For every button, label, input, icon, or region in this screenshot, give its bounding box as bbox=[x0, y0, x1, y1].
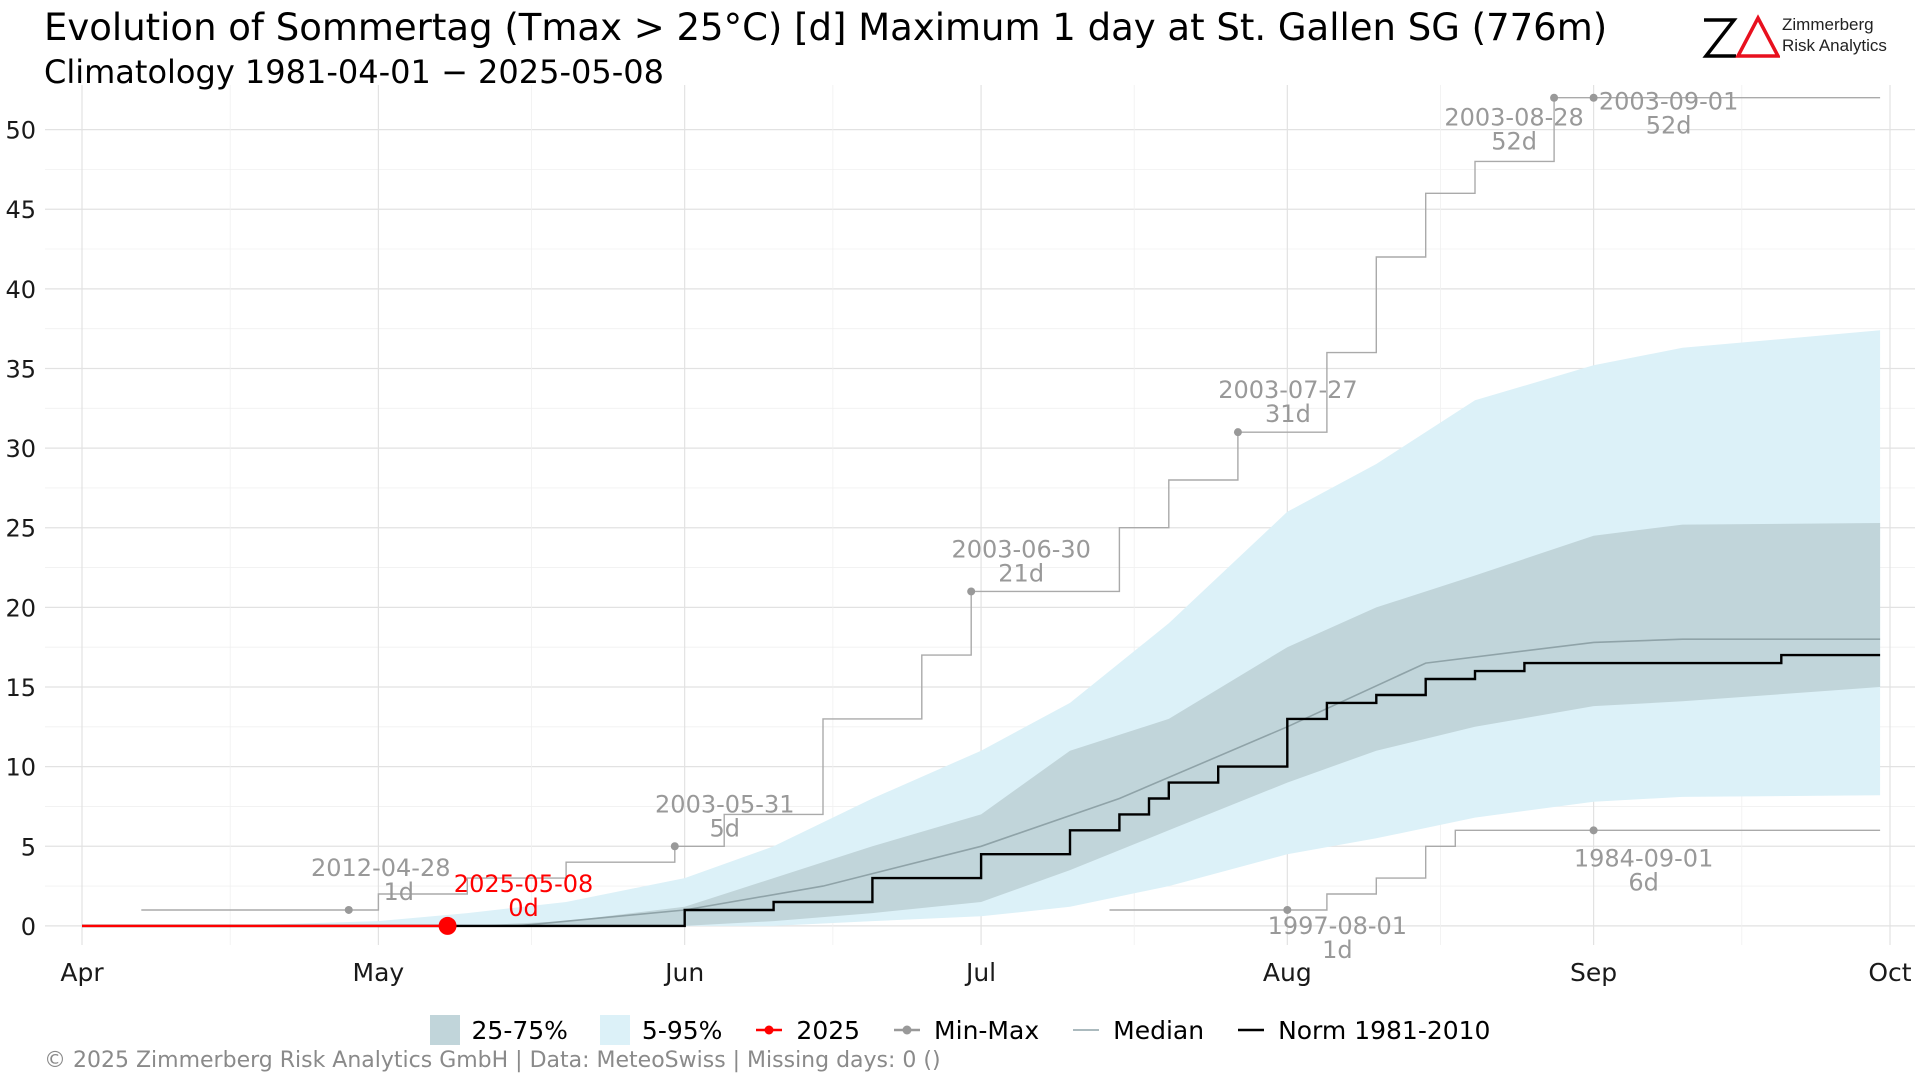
legend-swatch-icon bbox=[756, 1025, 783, 1035]
legend-swatch-icon bbox=[429, 1015, 460, 1045]
y-tick-label: 0 bbox=[21, 913, 36, 941]
x-tick-label: Jul bbox=[964, 958, 996, 987]
lines bbox=[82, 97, 1881, 928]
norm-series-line bbox=[82, 653, 1881, 928]
current-date-label: 2025-05-08 bbox=[454, 870, 593, 898]
y-tick-label: 40 bbox=[5, 276, 36, 304]
record-value-label: 31d bbox=[1265, 400, 1311, 428]
legend-swatch-icon bbox=[894, 1025, 921, 1035]
y-tick-label: 50 bbox=[5, 117, 36, 145]
legend-swatch-icon bbox=[599, 1015, 630, 1045]
logo-line-2: Risk Analytics bbox=[1782, 36, 1887, 55]
x-tick-label: May bbox=[353, 958, 405, 987]
y-tick-label: 10 bbox=[5, 754, 36, 782]
record-point bbox=[670, 842, 679, 851]
max-series-line bbox=[141, 97, 1881, 911]
axes: 0 5 10 15 20 25 30 35 40 45 50 Apr May Jun Jul Aug Sep Oc… bbox=[5, 117, 1911, 987]
record-point bbox=[1283, 905, 1292, 914]
current-value-label: 0d bbox=[508, 894, 539, 922]
record-point bbox=[1550, 93, 1559, 102]
legend-item: Min-Max bbox=[892, 1016, 1039, 1045]
band-25-75 bbox=[467, 523, 1881, 926]
legend-label: Median bbox=[1113, 1015, 1205, 1045]
y-tick-label: 20 bbox=[5, 594, 36, 622]
legend-label: 5-95% bbox=[641, 1015, 723, 1045]
logo-text: Zimmerberg Risk Analytics bbox=[1782, 14, 1887, 56]
legend-swatch-icon bbox=[1073, 1029, 1100, 1031]
record-point bbox=[967, 587, 976, 596]
record-date-label: 1984-09-01 bbox=[1574, 844, 1713, 872]
record-date-label: 2003-05-31 bbox=[655, 790, 794, 818]
record-date-label: 2003-08-28 bbox=[1444, 104, 1583, 132]
labels: 2012-04-281d2003-05-315d2003-06-3021d200… bbox=[311, 88, 1738, 964]
x-tick-label: Oct bbox=[1868, 958, 1911, 987]
legend-label: 25-75% bbox=[471, 1015, 568, 1045]
record-point bbox=[344, 905, 353, 914]
y-tick-label: 25 bbox=[5, 515, 36, 543]
legend-item: Norm 1981-2010 bbox=[1236, 1016, 1490, 1045]
legend-item: 5-95% bbox=[599, 1015, 723, 1045]
median-series-line bbox=[516, 638, 1881, 927]
record-date-label: 2012-04-28 bbox=[311, 854, 450, 882]
record-value-label: 52d bbox=[1646, 112, 1692, 140]
chart: 2012-04-281d2003-05-315d2003-06-3021d200… bbox=[5, 85, 1915, 987]
record-value-label: 5d bbox=[710, 814, 741, 842]
y-tick-label: 35 bbox=[5, 355, 36, 383]
legend-label: 2025 bbox=[796, 1015, 861, 1045]
y-tick-label: 45 bbox=[5, 196, 36, 224]
logo-line-1: Zimmerberg bbox=[1782, 15, 1874, 34]
legend-label: Min-Max bbox=[934, 1015, 1040, 1045]
legend-swatch-icon bbox=[1238, 1028, 1265, 1032]
footer-copyright: © 2025 Zimmerberg Risk Analytics GmbH | … bbox=[44, 1048, 941, 1073]
record-point bbox=[1589, 826, 1598, 835]
record-value-label: 1d bbox=[383, 878, 414, 906]
current-point bbox=[438, 916, 457, 935]
legend-label: Norm 1981-2010 bbox=[1278, 1015, 1491, 1045]
points bbox=[344, 93, 1598, 935]
x-tick-label: Sep bbox=[1570, 958, 1617, 987]
logo-mark-icon bbox=[1702, 14, 1781, 58]
page-title: Evolution of Sommertag (Tmax > 25°C) [d]… bbox=[44, 6, 1608, 49]
legend: 25-75% 5-95% 2025 Min-Max Median Norm 1981-20… bbox=[0, 1010, 1920, 1050]
y-tick-label: 30 bbox=[5, 435, 36, 463]
logo: Zimmerberg Risk Analytics bbox=[1700, 12, 1910, 62]
legend-item: 25-75% bbox=[429, 1015, 568, 1045]
header: Evolution of Sommertag (Tmax > 25°C) [d]… bbox=[44, 4, 1608, 94]
legend-item: 2025 bbox=[754, 1016, 860, 1045]
band-5-95 bbox=[220, 330, 1881, 926]
page-subtitle: Climatology 1981-04-01 − 2025-05-08 bbox=[44, 53, 665, 91]
y-tick-label: 5 bbox=[21, 833, 36, 861]
min-series-line bbox=[1109, 829, 1881, 911]
x-tick-label: Aug bbox=[1263, 958, 1312, 987]
record-date-label: 2003-06-30 bbox=[951, 535, 1090, 563]
record-value-label: 6d bbox=[1628, 868, 1659, 896]
record-date-label: 2003-07-27 bbox=[1218, 376, 1357, 404]
record-point bbox=[1233, 428, 1242, 437]
record-date-label: 1997-08-01 bbox=[1268, 912, 1407, 940]
record-value-label: 52d bbox=[1491, 128, 1537, 156]
y-tick-label: 15 bbox=[5, 674, 36, 702]
bands bbox=[220, 330, 1881, 926]
legend-item: Median bbox=[1071, 1016, 1204, 1045]
x-tick-label: Apr bbox=[60, 958, 104, 987]
record-value-label: 1d bbox=[1322, 936, 1353, 964]
record-value-label: 21d bbox=[998, 559, 1044, 587]
x-tick-label: Jun bbox=[663, 958, 704, 987]
record-date-label: 2003-09-01 bbox=[1599, 88, 1738, 116]
record-point bbox=[1589, 93, 1598, 102]
